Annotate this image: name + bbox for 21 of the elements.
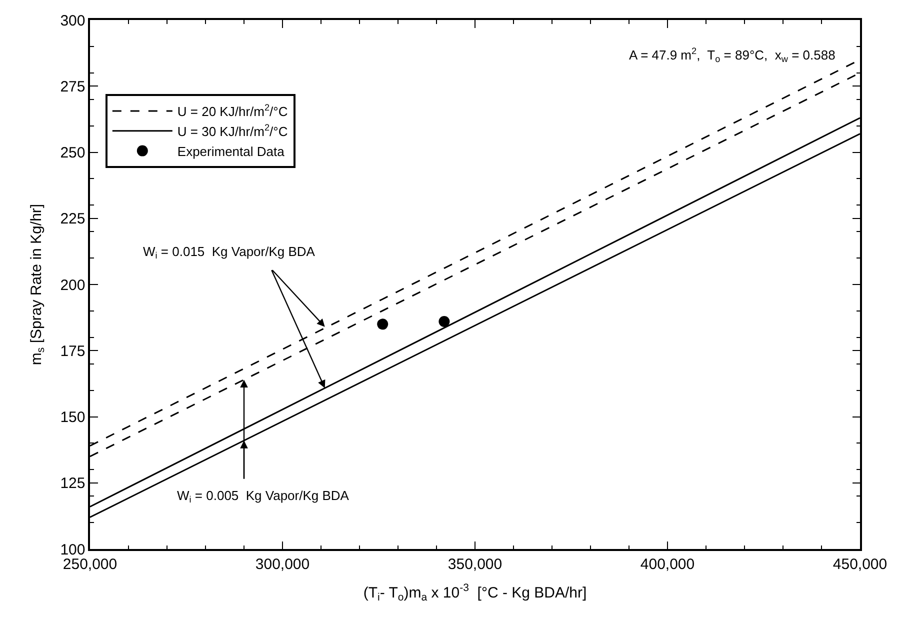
y-tick-label: 150 — [60, 409, 86, 426]
y-tick-label: 175 — [60, 342, 86, 360]
x-tick-label: 400,000 — [640, 556, 695, 573]
annotation: A = 47.9 m$^{2}$, T$_{o}$ = 89°C, x$_{w}$ = 0.588 — [629, 46, 836, 64]
y-tick-label: 275 — [60, 78, 86, 96]
x-tick-label: 250,000 — [62, 556, 118, 573]
annotation: W$_{i}$ = 0.005 Kg Vapor/Kg BDA — [177, 488, 350, 505]
x-tick-label: 300,000 — [255, 556, 310, 573]
y-tick-label: 225 — [60, 210, 86, 228]
y-tick-label: 100 — [60, 541, 86, 558]
text: (T$_{i}$- T$_{o}$)m$_{a}$ x 10$^{-3}$ [°C - Kg BDA/hr] — [363, 582, 587, 604]
legend-label: U = 20 KJ/hr/m$^{2}$/°C — [177, 102, 288, 120]
legend-label: U = 30 KJ/hr/m$^{2}$/°C — [177, 122, 288, 139]
legend-label: Experimental Data — [177, 144, 286, 159]
x-tick-label: 350,000 — [448, 556, 502, 573]
y-tick-label: 250 — [60, 144, 86, 162]
x-tick-label: 450,000 — [832, 556, 888, 573]
y-tick-label: 300 — [60, 12, 86, 30]
y-tick-label: 200 — [60, 276, 86, 294]
annotation: W$_{i}$ = 0.015 Kg Vapor/Kg BDA — [143, 244, 316, 261]
y-tick-label: 125 — [60, 475, 86, 492]
